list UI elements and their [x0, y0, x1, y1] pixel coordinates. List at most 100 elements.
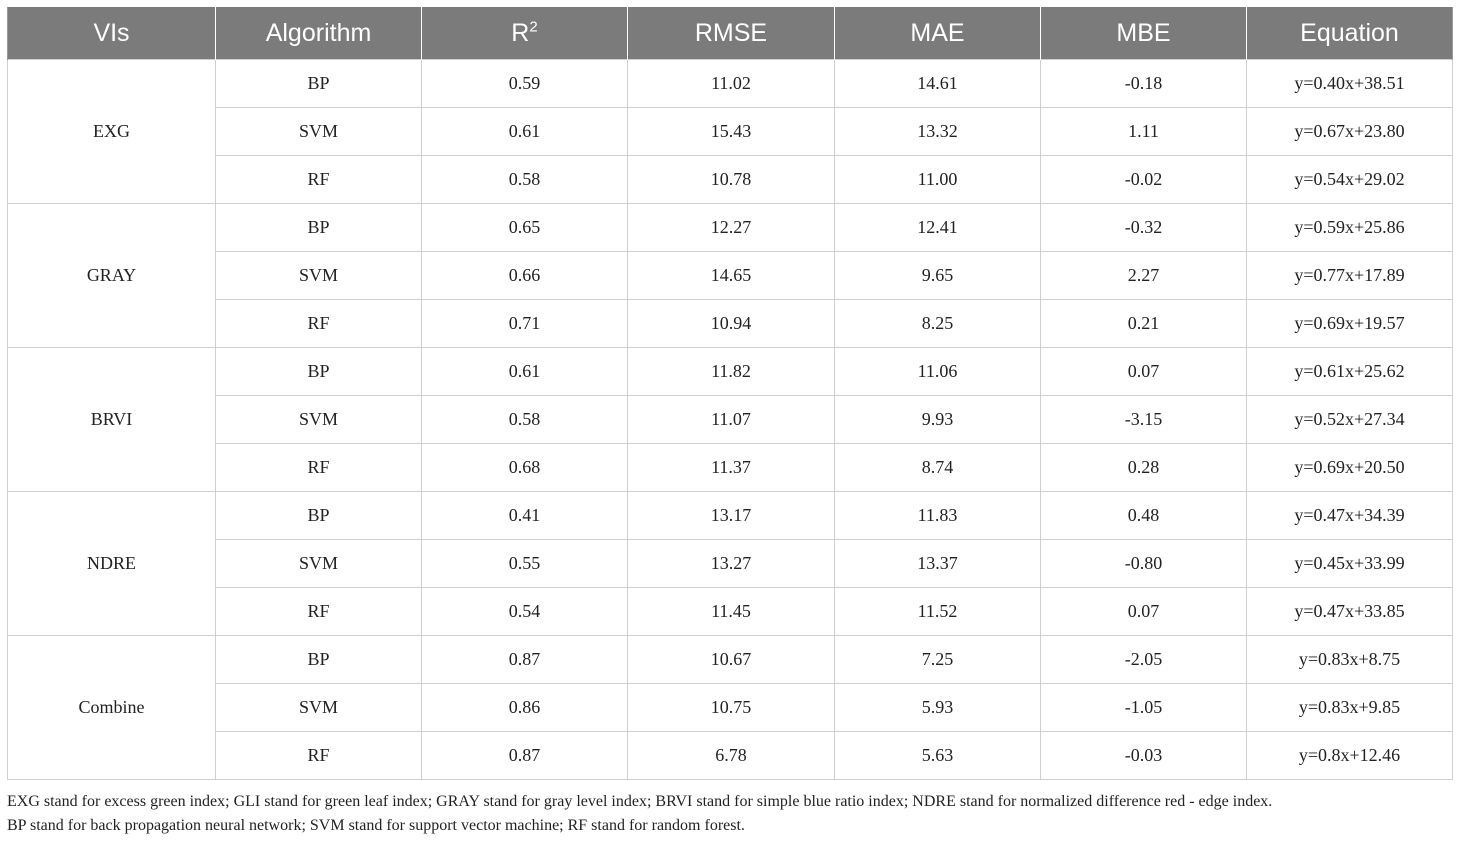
- table-body: EXG BP 0.59 11.02 14.61 -0.18 y=0.40x+38…: [7, 59, 1453, 780]
- vi-cell: BRVI: [7, 347, 216, 492]
- mbe-cell: 0.28: [1040, 443, 1247, 492]
- mae-cell: 11.00: [834, 155, 1041, 204]
- equation-cell: y=0.54x+29.02: [1246, 155, 1453, 204]
- equation-cell: y=0.61x+25.62: [1246, 347, 1453, 396]
- mae-cell: 13.32: [834, 107, 1041, 156]
- equation-cell: y=0.45x+33.99: [1246, 539, 1453, 588]
- r2-cell: 0.58: [421, 395, 628, 444]
- algorithm-cell: SVM: [215, 683, 422, 732]
- r2-cell: 0.65: [421, 203, 628, 252]
- mae-cell: 13.37: [834, 539, 1041, 588]
- r2-cell: 0.61: [421, 347, 628, 396]
- table-row: SVM 0.66 14.65 9.65 2.27 y=0.77x+17.89: [8, 251, 1453, 300]
- mbe-cell: 0.07: [1040, 347, 1247, 396]
- vi-cell: GRAY: [7, 203, 216, 348]
- mae-cell: 9.65: [834, 251, 1041, 300]
- mae-cell: 8.25: [834, 299, 1041, 348]
- mbe-cell: 0.07: [1040, 587, 1247, 636]
- rmse-cell: 13.17: [627, 491, 835, 540]
- mbe-cell: -0.80: [1040, 539, 1247, 588]
- rmse-cell: 11.37: [627, 443, 835, 492]
- r2-cell: 0.59: [421, 59, 628, 108]
- equation-cell: y=0.59x+25.86: [1246, 203, 1453, 252]
- algorithm-cell: SVM: [215, 251, 422, 300]
- mbe-cell: 0.21: [1040, 299, 1247, 348]
- equation-cell: y=0.83x+9.85: [1246, 683, 1453, 732]
- r2-cell: 0.87: [421, 635, 628, 684]
- rmse-cell: 13.27: [627, 539, 835, 588]
- algorithm-cell: SVM: [215, 107, 422, 156]
- algorithm-cell: BP: [215, 491, 422, 540]
- r2-cell: 0.68: [421, 443, 628, 492]
- table-row: SVM 0.86 10.75 5.93 -1.05 y=0.83x+9.85: [8, 683, 1453, 732]
- header-r2: R2: [421, 7, 628, 60]
- results-table: VIs Algorithm R2 RMSE MAE MBE Equation E…: [7, 7, 1453, 780]
- header-rmse: RMSE: [627, 7, 835, 60]
- mae-cell: 12.41: [834, 203, 1041, 252]
- table-row: RF 0.71 10.94 8.25 0.21 y=0.69x+19.57: [8, 299, 1453, 348]
- r2-cell: 0.66: [421, 251, 628, 300]
- table-row: SVM 0.58 11.07 9.93 -3.15 y=0.52x+27.34: [8, 395, 1453, 444]
- results-table-container: VIs Algorithm R2 RMSE MAE MBE Equation E…: [7, 7, 1453, 780]
- algorithm-cell: SVM: [215, 395, 422, 444]
- r2-cell: 0.41: [421, 491, 628, 540]
- table-row: SVM 0.61 15.43 13.32 1.11 y=0.67x+23.80: [8, 107, 1453, 156]
- table-row: RF 0.58 10.78 11.00 -0.02 y=0.54x+29.02: [8, 155, 1453, 204]
- table-row: RF 0.54 11.45 11.52 0.07 y=0.47x+33.85: [8, 587, 1453, 636]
- header-row: VIs Algorithm R2 RMSE MAE MBE Equation: [7, 7, 1453, 60]
- footnote-line-vis: EXG stand for excess green index; GLI st…: [7, 793, 1273, 810]
- rmse-cell: 10.75: [627, 683, 835, 732]
- header-r2-base: R: [511, 18, 530, 47]
- equation-cell: y=0.83x+8.75: [1246, 635, 1453, 684]
- mae-cell: 9.93: [834, 395, 1041, 444]
- table-header: VIs Algorithm R2 RMSE MAE MBE Equation: [7, 7, 1453, 60]
- mae-cell: 8.74: [834, 443, 1041, 492]
- table-row: RF 0.68 11.37 8.74 0.28 y=0.69x+20.50: [8, 443, 1453, 492]
- equation-cell: y=0.67x+23.80: [1246, 107, 1453, 156]
- equation-cell: y=0.40x+38.51: [1246, 59, 1453, 108]
- mae-cell: 11.83: [834, 491, 1041, 540]
- table-footnote: EXG stand for excess green index; GLI st…: [7, 790, 1455, 838]
- vi-cell: NDRE: [7, 491, 216, 636]
- header-vis: VIs: [7, 7, 216, 60]
- mbe-cell: -0.03: [1040, 731, 1247, 780]
- table-row: EXG BP 0.59 11.02 14.61 -0.18 y=0.40x+38…: [7, 59, 1453, 204]
- header-mbe: MBE: [1040, 7, 1247, 60]
- equation-cell: y=0.52x+27.34: [1246, 395, 1453, 444]
- equation-cell: y=0.47x+33.85: [1246, 587, 1453, 636]
- equation-cell: y=0.47x+34.39: [1246, 491, 1453, 540]
- algorithm-cell: BP: [215, 203, 422, 252]
- algorithm-cell: RF: [215, 587, 422, 636]
- equation-cell: y=0.69x+19.57: [1246, 299, 1453, 348]
- rmse-cell: 12.27: [627, 203, 835, 252]
- mae-cell: 11.52: [834, 587, 1041, 636]
- r2-cell: 0.86: [421, 683, 628, 732]
- r2-cell: 0.61: [421, 107, 628, 156]
- mae-cell: 5.93: [834, 683, 1041, 732]
- header-algorithm: Algorithm: [215, 7, 422, 60]
- mae-cell: 7.25: [834, 635, 1041, 684]
- mae-cell: 5.63: [834, 731, 1041, 780]
- mbe-cell: 1.11: [1040, 107, 1247, 156]
- equation-cell: y=0.77x+17.89: [1246, 251, 1453, 300]
- algorithm-cell: SVM: [215, 539, 422, 588]
- algorithm-cell: BP: [215, 59, 422, 108]
- rmse-cell: 11.45: [627, 587, 835, 636]
- rmse-cell: 10.94: [627, 299, 835, 348]
- algorithm-cell: RF: [215, 443, 422, 492]
- mbe-cell: 0.48: [1040, 491, 1247, 540]
- vi-cell: EXG: [7, 59, 216, 204]
- mbe-cell: -0.18: [1040, 59, 1247, 108]
- rmse-cell: 10.78: [627, 155, 835, 204]
- table-row: BRVI BP 0.61 11.82 11.06 0.07 y=0.61x+25…: [7, 347, 1453, 492]
- mae-cell: 11.06: [834, 347, 1041, 396]
- table-row: GRAY BP 0.65 12.27 12.41 -0.32 y=0.59x+2…: [7, 203, 1453, 348]
- mbe-cell: -3.15: [1040, 395, 1247, 444]
- header-mae: MAE: [834, 7, 1041, 60]
- algorithm-cell: RF: [215, 731, 422, 780]
- rmse-cell: 6.78: [627, 731, 835, 780]
- r2-cell: 0.55: [421, 539, 628, 588]
- r2-cell: 0.54: [421, 587, 628, 636]
- r2-cell: 0.58: [421, 155, 628, 204]
- algorithm-cell: BP: [215, 347, 422, 396]
